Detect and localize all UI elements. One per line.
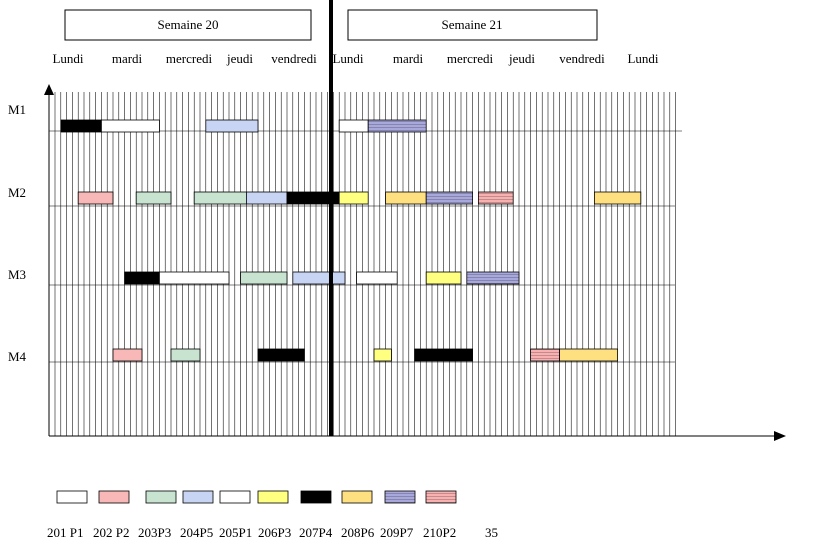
- task-bar: [477, 191, 514, 205]
- legend-label: 206P3: [258, 525, 291, 540]
- task-bar: [135, 191, 172, 205]
- legend-item: 208P6: [341, 490, 375, 540]
- legend-item: 209P7: [380, 490, 416, 540]
- legend-item: 206P3: [257, 490, 291, 540]
- task-bar: [356, 271, 398, 285]
- task-bar: [367, 119, 427, 133]
- task-bar: [124, 271, 160, 285]
- legend-swatch: [300, 490, 332, 504]
- task-bar: [385, 191, 427, 205]
- y-axis-arrow-icon: [44, 84, 54, 95]
- week-headers: Semaine 20 Semaine 21: [64, 9, 598, 41]
- legend-item: 207P4: [299, 490, 333, 540]
- task-bar: [414, 348, 474, 362]
- day-label: Lundi: [627, 51, 658, 66]
- day-label: Lundi: [52, 51, 83, 66]
- task-bar: [112, 348, 143, 362]
- day-label: vendredi: [271, 51, 317, 66]
- time-grid: [54, 92, 676, 436]
- legend-label: 205P1: [219, 525, 252, 540]
- legend-label: 209P7: [380, 525, 414, 540]
- task-bar: [338, 119, 369, 133]
- task-bar: [240, 271, 288, 285]
- task-bar: [559, 348, 618, 362]
- task-bar: [257, 348, 305, 362]
- task-bar: [60, 119, 102, 133]
- task-bar: [292, 271, 346, 285]
- legend-swatch: [98, 490, 130, 504]
- task-bar: [193, 191, 247, 205]
- legend-swatch: [341, 490, 373, 504]
- legend-label: 207P4: [299, 525, 333, 540]
- task-bar: [594, 191, 642, 205]
- task-bar: [245, 191, 288, 205]
- machine-label-m4: M4: [8, 349, 27, 364]
- legend-label: 201 P1: [47, 525, 83, 540]
- week-20-box: [64, 9, 312, 41]
- legend-item: 210P2: [423, 490, 457, 540]
- task-bar: [101, 119, 160, 133]
- week-21-label: Semaine 21: [441, 17, 502, 32]
- legend-item: 205P1: [219, 490, 252, 540]
- legend-item: 204P5: [180, 490, 214, 540]
- legend-swatch: [182, 490, 214, 504]
- day-label: mardi: [112, 51, 143, 66]
- task-bar: [530, 348, 560, 362]
- day-label: Lundi: [332, 51, 363, 66]
- x-axis-arrow-icon: [774, 431, 786, 441]
- legend-label: 204P5: [180, 525, 213, 540]
- day-label: jeudi: [508, 51, 535, 66]
- task-bar: [425, 271, 462, 285]
- week-21-box: [347, 9, 598, 41]
- day-label: mardi: [393, 51, 424, 66]
- legend-swatch: [145, 490, 177, 504]
- machine-label-m1: M1: [8, 102, 26, 117]
- task-bars: [60, 119, 642, 362]
- machine-baselines: [49, 130, 682, 363]
- machine-label-m2: M2: [8, 185, 26, 200]
- legend-swatch: [257, 490, 289, 504]
- legend-item: 202 P2: [93, 490, 130, 540]
- task-bar: [205, 119, 259, 133]
- task-bar: [170, 348, 201, 362]
- legend: 201 P1 202 P2 203P3 204P5 205P1 206P3 207P4 208…: [47, 490, 457, 540]
- legend-label: 202 P2: [93, 525, 129, 540]
- day-label: mercredi: [447, 51, 494, 66]
- axes: [44, 84, 786, 441]
- machine-labels: M1 M2 M3 M4: [8, 102, 27, 364]
- task-bar: [466, 271, 520, 285]
- week-20-label: Semaine 20: [157, 17, 218, 32]
- legend-label: 208P6: [341, 525, 375, 540]
- legend-swatch: [219, 490, 251, 504]
- legend-label: 203P3: [138, 525, 171, 540]
- task-bar: [77, 191, 114, 205]
- day-label: vendredi: [559, 51, 605, 66]
- legend-label: 210P2: [423, 525, 456, 540]
- task-bar: [425, 191, 474, 205]
- task-bar: [373, 348, 392, 362]
- day-label: mercredi: [166, 51, 213, 66]
- day-label: jeudi: [226, 51, 253, 66]
- legend-item: 201 P1: [47, 490, 88, 540]
- task-bar: [338, 191, 369, 205]
- legend-item: 203P3: [138, 490, 177, 540]
- legend-trailing-number: 35: [485, 525, 498, 540]
- task-bar: [158, 271, 230, 285]
- machine-label-m3: M3: [8, 267, 26, 282]
- legend-swatch: [56, 490, 88, 504]
- day-labels: Lundi mardi mercredi jeudi vendredi Lund…: [52, 51, 658, 66]
